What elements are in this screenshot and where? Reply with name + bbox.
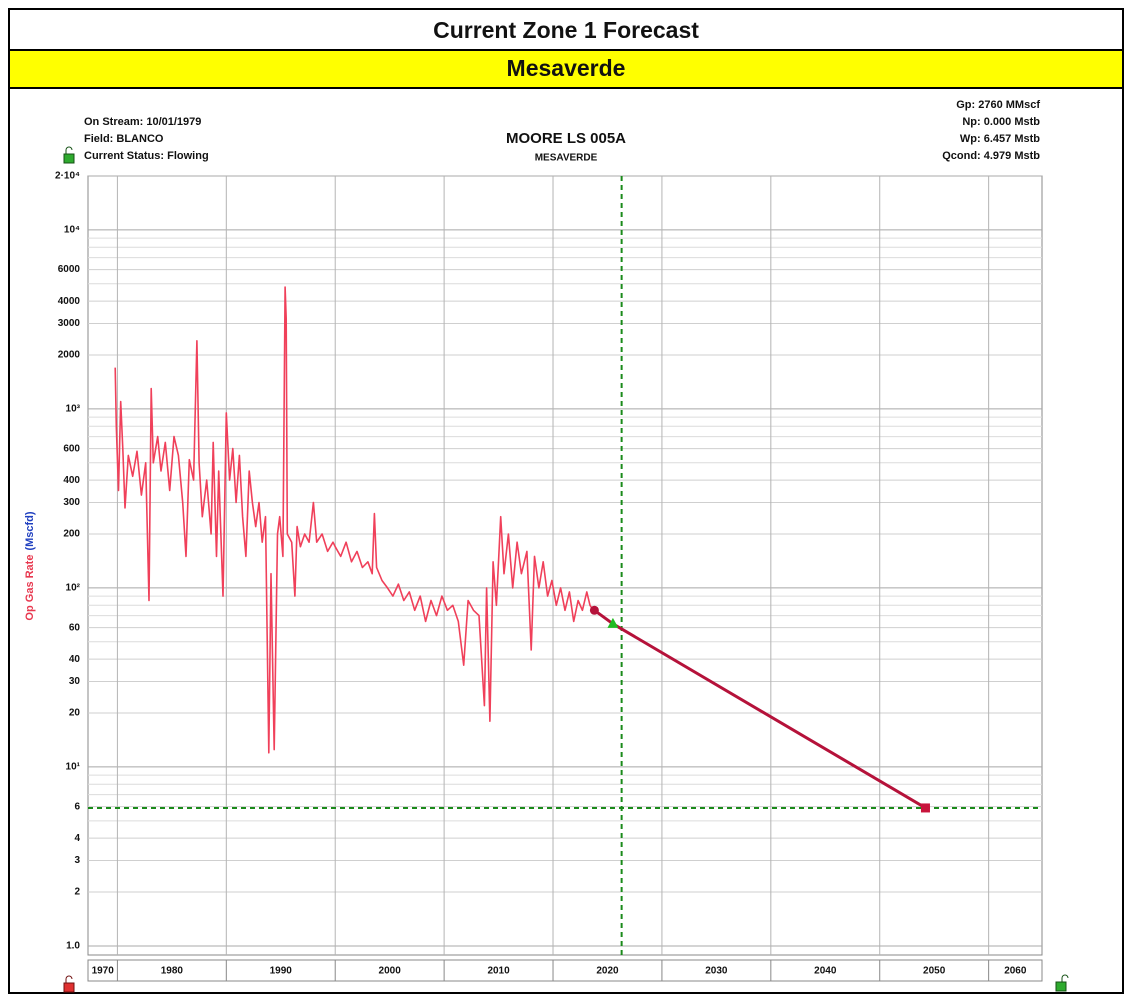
y-tick-label: 400 xyxy=(63,475,80,486)
y-axis-label-part: Op Gas Rate xyxy=(24,555,36,621)
y-tick-label: 20 xyxy=(69,708,81,719)
y-tick-label: 6000 xyxy=(58,264,81,275)
x-tick-label: 2020 xyxy=(596,966,619,977)
y-tick-label: 10² xyxy=(66,583,81,594)
y-tick-label: 2000 xyxy=(58,350,81,361)
info-right: Gp: 2760 MMscf xyxy=(956,99,1040,111)
y-tick-label: 10⁴ xyxy=(64,225,80,236)
x-tick-label: 1980 xyxy=(161,966,184,977)
info-right: Np: 0.000 Mstb xyxy=(962,116,1040,128)
y-tick-label: 10¹ xyxy=(66,762,81,773)
x-tick-label: 1990 xyxy=(270,966,293,977)
y-tick-label: 30 xyxy=(69,676,81,687)
y-tick-label: 6 xyxy=(74,801,80,812)
chart-title: MOORE LS 005A xyxy=(506,130,626,147)
title-band xyxy=(8,8,1124,51)
lock-icon xyxy=(63,975,75,993)
y-tick-label: 2·10⁴ xyxy=(55,171,80,182)
y-tick-label: 4 xyxy=(74,833,80,844)
lock-icon xyxy=(1055,974,1069,992)
y-tick-label: 3 xyxy=(74,855,80,866)
y-tick-label: 2 xyxy=(74,887,80,898)
x-tick-label: 2040 xyxy=(814,966,837,977)
x-tick-label: 2050 xyxy=(923,966,946,977)
marker xyxy=(920,803,930,813)
marker xyxy=(607,617,619,628)
y-tick-label: 1.0 xyxy=(66,941,80,952)
info-left: On Stream: 10/01/1979 xyxy=(84,116,201,128)
y-tick-label: 600 xyxy=(63,443,80,454)
info-right: Qcond: 4.979 Mstb xyxy=(942,150,1040,162)
y-tick-label: 4000 xyxy=(58,296,81,307)
x-tick-label: 2060 xyxy=(1004,966,1027,977)
y-tick-label: 40 xyxy=(69,654,81,665)
page-subtitle: Mesaverde xyxy=(507,55,626,81)
info-right: Wp: 6.457 Mstb xyxy=(960,133,1040,145)
y-tick-label: 300 xyxy=(63,497,80,508)
chart-subtitle: MESAVERDE xyxy=(535,153,598,164)
x-tick-label: 2010 xyxy=(487,966,510,977)
plot-area xyxy=(87,175,1043,956)
info-left: Field: BLANCO xyxy=(84,133,164,145)
subtitle-band xyxy=(8,49,1124,89)
x-tick-label: 2030 xyxy=(705,966,728,977)
y-axis-label: Op Gas Rate (Mscfd) xyxy=(24,511,36,620)
plot: On Stream: 10/01/1979 Field: BLANCO Curren… xyxy=(24,99,1042,981)
marker xyxy=(589,605,599,615)
series-line xyxy=(114,286,594,754)
page-title: Current Zone 1 Forecast xyxy=(433,17,699,43)
info-left: Current Status: Flowing xyxy=(84,150,209,162)
x-axis-band xyxy=(87,959,1043,982)
y-tick-label: 200 xyxy=(63,529,80,540)
y-tick-label: 10³ xyxy=(66,404,81,415)
y-tick-label: 60 xyxy=(69,622,81,633)
y-axis-label-part: (Mscfd) xyxy=(24,511,36,550)
x-tick-label: 2000 xyxy=(379,966,402,977)
x-tick-label: 1970 xyxy=(92,966,115,977)
lock-icon xyxy=(63,146,75,164)
y-tick-label: 3000 xyxy=(58,318,81,329)
